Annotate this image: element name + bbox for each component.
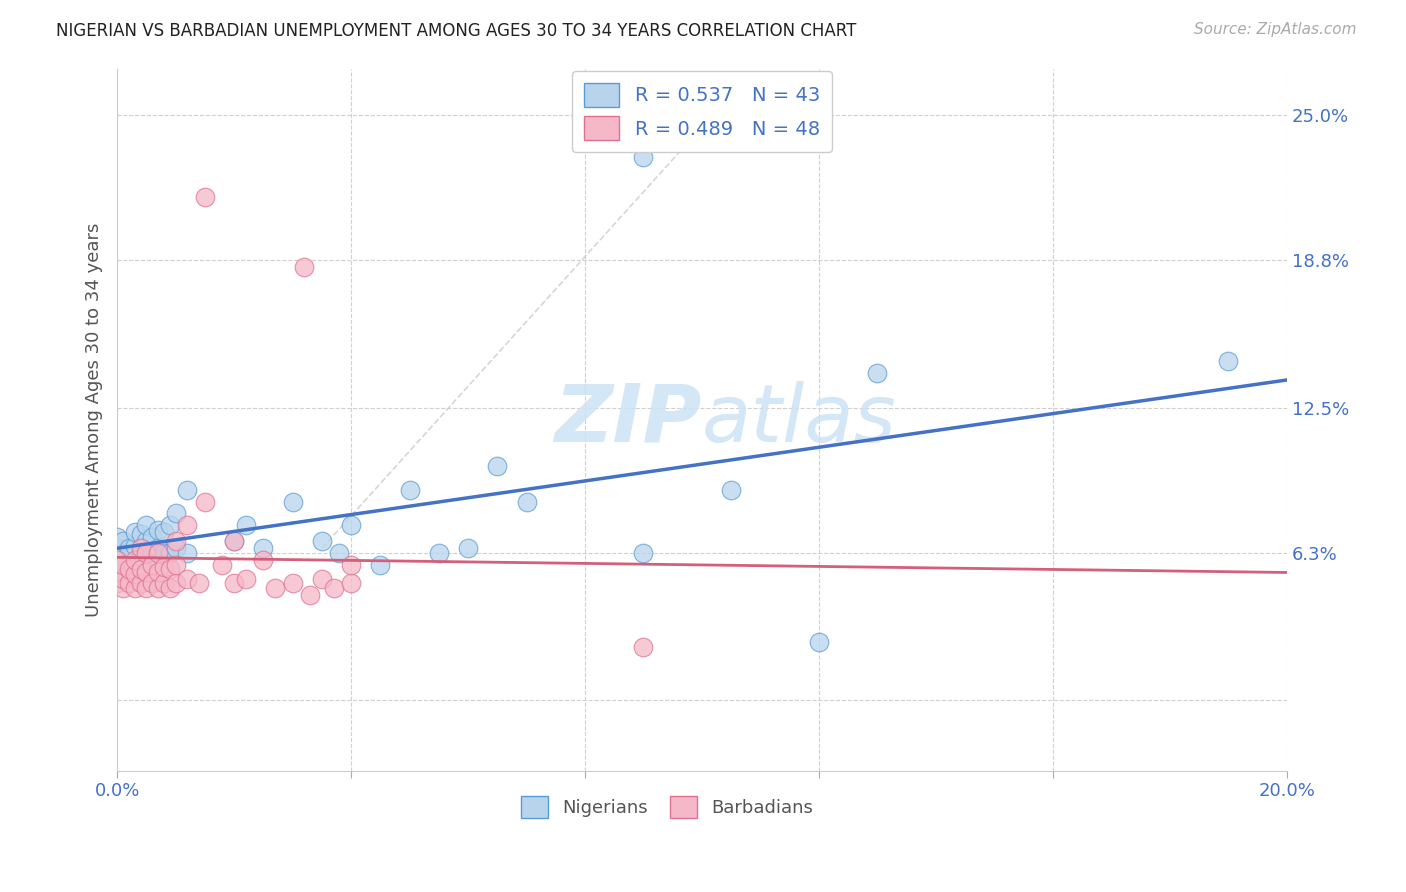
- Point: [135, 565, 157, 579]
- Text: ZIP: ZIP: [554, 381, 702, 458]
- Point: [281, 576, 304, 591]
- Point: [135, 517, 157, 532]
- Point: [398, 483, 420, 497]
- Point: [1218, 354, 1240, 368]
- Point: [427, 546, 450, 560]
- Point: [292, 260, 315, 275]
- Point: [235, 517, 257, 532]
- Point: [252, 553, 274, 567]
- Y-axis label: Unemployment Among Ages 30 to 34 years: Unemployment Among Ages 30 to 34 years: [86, 222, 103, 616]
- Point: [124, 567, 146, 582]
- Text: atlas: atlas: [702, 381, 897, 458]
- Point: [153, 560, 176, 574]
- Point: [112, 581, 135, 595]
- Point: [165, 576, 187, 591]
- Point: [311, 534, 333, 549]
- Point: [141, 576, 163, 591]
- Point: [153, 524, 176, 539]
- Point: [135, 581, 157, 595]
- Point: [129, 527, 152, 541]
- Point: [118, 541, 141, 556]
- Point: [194, 190, 217, 204]
- Point: [176, 517, 198, 532]
- Point: [311, 572, 333, 586]
- Point: [165, 541, 187, 556]
- Point: [141, 546, 163, 560]
- Point: [135, 534, 157, 549]
- Point: [112, 534, 135, 549]
- Point: [146, 581, 169, 595]
- Point: [129, 576, 152, 591]
- Point: [124, 553, 146, 567]
- Point: [252, 541, 274, 556]
- Point: [340, 517, 363, 532]
- Point: [720, 483, 742, 497]
- Point: [124, 524, 146, 539]
- Point: [129, 546, 152, 560]
- Point: [105, 530, 128, 544]
- Point: [118, 562, 141, 576]
- Point: [457, 541, 479, 556]
- Point: [224, 534, 246, 549]
- Point: [176, 546, 198, 560]
- Point: [633, 546, 655, 560]
- Point: [141, 558, 163, 572]
- Point: [235, 572, 257, 586]
- Point: [146, 523, 169, 537]
- Point: [633, 151, 655, 165]
- Point: [866, 366, 889, 380]
- Point: [165, 506, 187, 520]
- Point: [159, 581, 181, 595]
- Point: [153, 576, 176, 591]
- Point: [281, 494, 304, 508]
- Point: [135, 546, 157, 560]
- Point: [112, 572, 135, 586]
- Point: [105, 565, 128, 579]
- Point: [340, 576, 363, 591]
- Point: [194, 494, 217, 508]
- Point: [515, 494, 537, 508]
- Point: [118, 576, 141, 591]
- Point: [129, 541, 152, 556]
- Point: [124, 581, 146, 595]
- Point: [264, 581, 287, 595]
- Point: [340, 558, 363, 572]
- Point: [146, 565, 169, 579]
- Point: [486, 459, 509, 474]
- Point: [146, 546, 169, 560]
- Point: [211, 558, 233, 572]
- Point: [112, 546, 135, 560]
- Point: [370, 558, 392, 572]
- Point: [129, 562, 152, 576]
- Point: [188, 576, 211, 591]
- Point: [807, 635, 830, 649]
- Point: [105, 553, 128, 567]
- Point: [224, 534, 246, 549]
- Point: [159, 562, 181, 576]
- Point: [124, 539, 146, 553]
- Point: [112, 558, 135, 572]
- Point: [105, 576, 128, 591]
- Text: NIGERIAN VS BARBADIAN UNEMPLOYMENT AMONG AGES 30 TO 34 YEARS CORRELATION CHART: NIGERIAN VS BARBADIAN UNEMPLOYMENT AMONG…: [56, 22, 856, 40]
- Legend: Nigerians, Barbadians: Nigerians, Barbadians: [513, 789, 820, 825]
- Point: [153, 546, 176, 560]
- Point: [165, 558, 187, 572]
- Point: [224, 576, 246, 591]
- Point: [135, 546, 157, 560]
- Point: [165, 534, 187, 549]
- Point: [159, 546, 181, 560]
- Point: [146, 541, 169, 556]
- Point: [328, 546, 350, 560]
- Point: [299, 588, 322, 602]
- Point: [176, 572, 198, 586]
- Point: [633, 640, 655, 654]
- Point: [159, 517, 181, 532]
- Point: [141, 530, 163, 544]
- Point: [322, 581, 344, 595]
- Point: [176, 483, 198, 497]
- Point: [105, 541, 128, 556]
- Text: Source: ZipAtlas.com: Source: ZipAtlas.com: [1194, 22, 1357, 37]
